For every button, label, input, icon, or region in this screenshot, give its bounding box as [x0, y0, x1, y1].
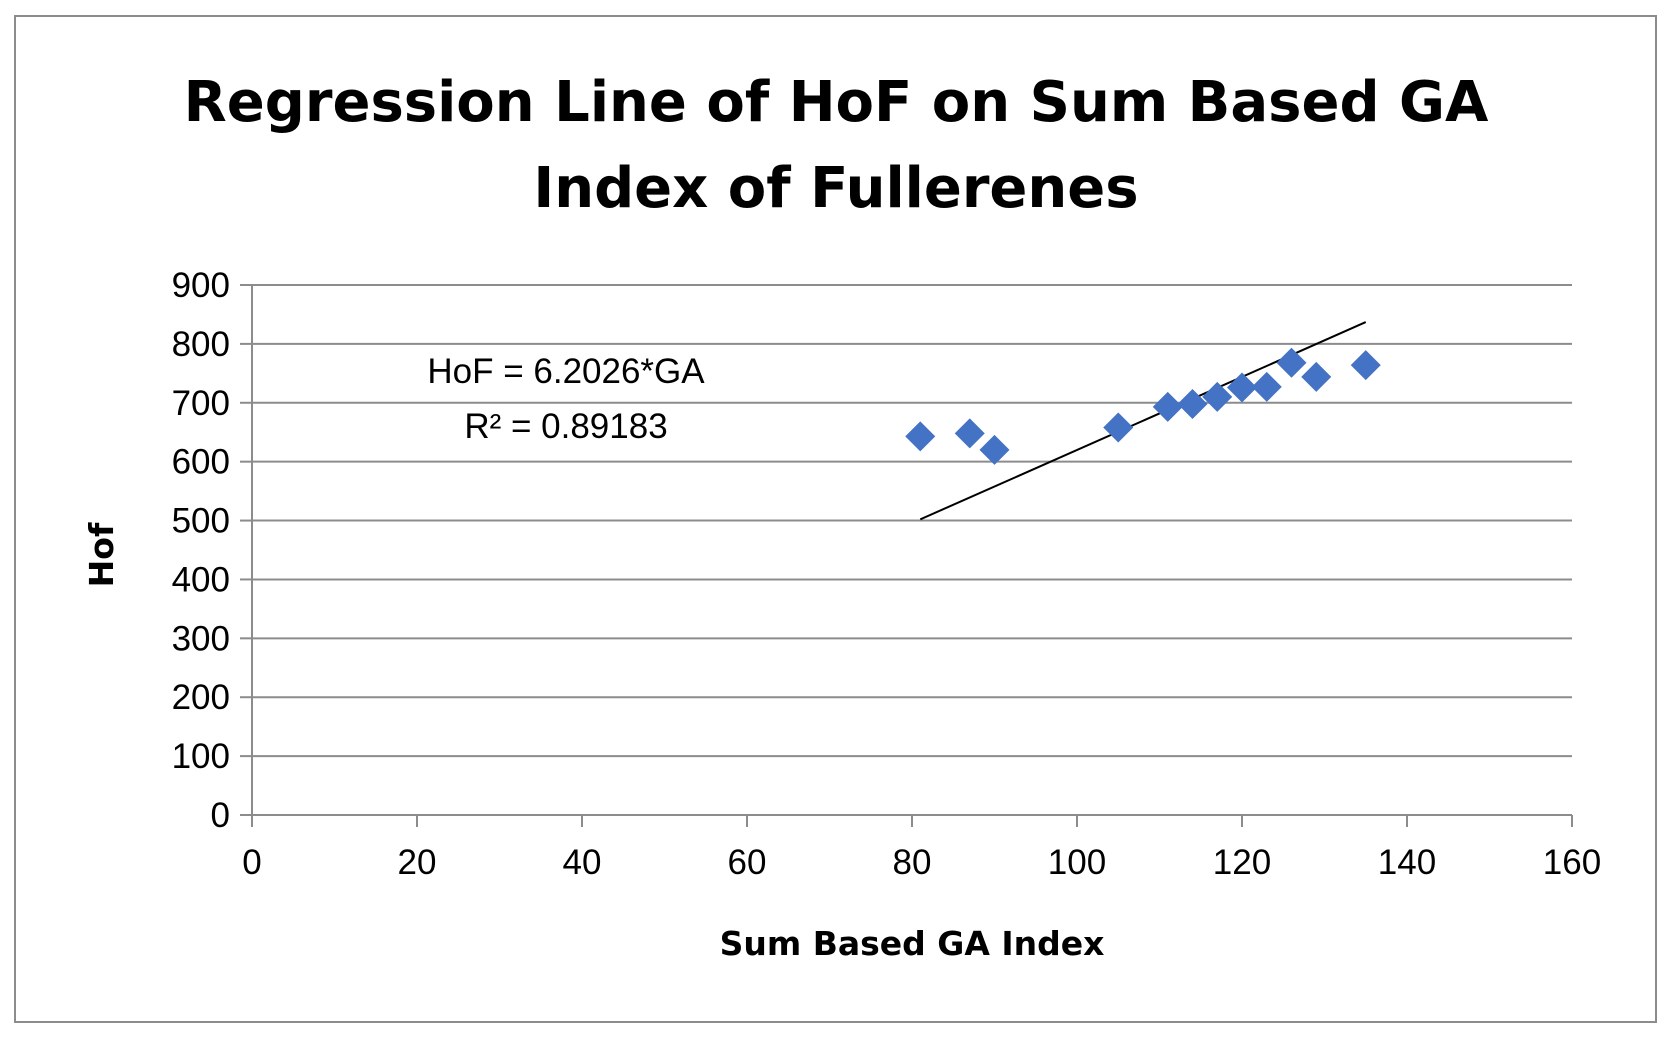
x-tick-label: 80 — [893, 843, 932, 882]
x-tick-label: 60 — [728, 843, 767, 882]
chart-title: Regression Line of HoF on Sum Based GA I… — [184, 70, 1489, 221]
data-point-marker — [1251, 371, 1282, 402]
gridlines — [252, 284, 1572, 758]
chart-frame — [14, 15, 1657, 1023]
data-point-marker — [1276, 347, 1307, 378]
data-point-marker — [1152, 391, 1183, 422]
x-tick-label: 20 — [398, 843, 437, 882]
y-tick-label: 900 — [172, 266, 230, 305]
x-tick-label: 40 — [563, 843, 602, 882]
data-point-marker — [1202, 381, 1233, 412]
x-tick-label: 140 — [1378, 843, 1436, 882]
x-tick-label: 0 — [242, 843, 261, 882]
chart-title-line-1: Regression Line of HoF on Sum Based GA — [184, 70, 1489, 135]
regression-trendline — [919, 321, 1367, 521]
y-tick-label: 800 — [172, 325, 230, 364]
y-tick-label: 300 — [172, 619, 230, 658]
x-tick-label: 100 — [1048, 843, 1106, 882]
data-point-marker — [905, 421, 936, 452]
data-point-marker — [1177, 388, 1208, 419]
x-tick-labels: 0 20 40 60 80 100 120 140 160 — [242, 843, 1601, 882]
data-point-marker — [979, 434, 1010, 465]
y-tick-labels: 0 100 200 300 400 500 600 700 800 900 — [172, 266, 230, 835]
data-point-marker — [954, 418, 985, 449]
x-tick-label: 160 — [1543, 843, 1601, 882]
y-tick-label: 100 — [172, 737, 230, 776]
data-point-marker — [1103, 412, 1134, 443]
y-tick-label: 0 — [211, 796, 230, 835]
chart-title-line-2: Index of Fullerenes — [533, 156, 1138, 221]
y-tick-label: 700 — [172, 384, 230, 423]
trendline-equation: HoF = 6.2026*GA — [427, 352, 705, 391]
y-tick-label: 200 — [172, 678, 230, 717]
data-point-marker — [1301, 361, 1332, 392]
data-points — [905, 347, 1381, 465]
trendline-r-squared: R² = 0.89183 — [464, 407, 667, 446]
data-point-marker — [1350, 350, 1381, 381]
data-point-marker — [1227, 372, 1257, 403]
axes — [240, 284, 1573, 827]
y-tick-label: 500 — [172, 502, 230, 541]
y-axis-title: Hof — [82, 522, 121, 587]
x-axis-title: Sum Based GA Index — [720, 924, 1105, 963]
x-tick-label: 120 — [1213, 843, 1271, 882]
trendline-group — [919, 321, 1367, 521]
y-tick-label: 400 — [172, 560, 230, 599]
y-tick-label: 600 — [172, 443, 230, 482]
